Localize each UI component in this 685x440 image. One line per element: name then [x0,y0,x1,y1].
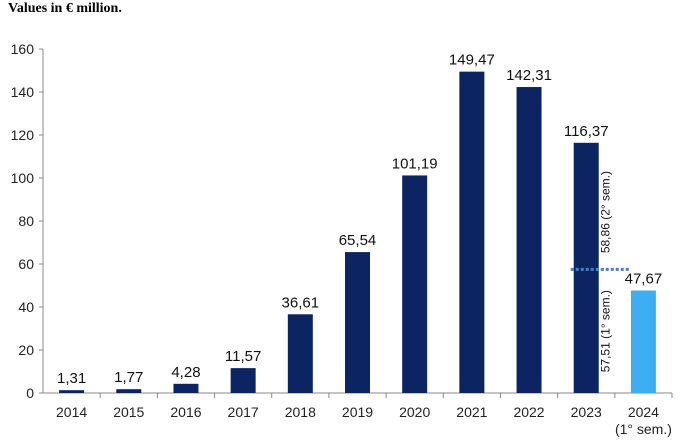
y-tick-label: 140 [11,84,35,100]
y-tick-label: 120 [11,127,35,143]
bar-2016 [173,383,199,393]
chart-title: Values in € million. [8,1,122,16]
y-tick-label: 100 [11,170,35,186]
x-tick-label: 2021 [456,404,487,420]
data-label: 65,54 [339,232,377,249]
x-tick-label: 2024 [628,404,659,420]
x-tick-label: 2016 [170,404,201,420]
x-tick-label: 2018 [285,404,316,420]
x-tick-label: 2020 [399,404,430,420]
bar-2014 [59,390,85,393]
x-tick-label: 2014 [56,404,87,420]
y-tick-label: 0 [26,385,34,401]
x-tick-label: 2017 [228,404,259,420]
y-tick-label: 80 [18,213,34,229]
bar-2022 [516,87,542,393]
x-tick-label: 2023 [571,404,602,420]
data-label: 36,61 [282,294,320,311]
bar-2018 [287,314,313,393]
x-tick-label: 2022 [513,404,544,420]
data-label: 116,37 [564,123,609,140]
y-tick-label: 160 [11,41,35,57]
data-label: 101,19 [392,155,438,172]
data-label: 47,67 [625,271,663,288]
y-tick-label: 40 [18,299,34,315]
first-half-label: 57,51 (1° sem.) [599,290,613,372]
bar-2020 [402,175,428,393]
x-tick-sublabel: (1° sem.) [615,421,672,437]
bar-2024 [630,290,656,393]
data-label: 149,47 [449,52,495,69]
data-label: 11,57 [225,348,261,365]
x-tick-label: 2019 [342,404,373,420]
y-tick-label: 60 [18,256,34,272]
bar-2019 [345,252,370,393]
x-tick-label: 2015 [113,404,144,420]
bar-2017 [230,368,256,393]
bar-2021 [459,71,485,394]
data-label: 1,31 [57,370,86,387]
data-label: 1,77 [114,369,143,386]
y-tick-label: 20 [18,342,34,358]
second-half-label: 58,86 (2° sem.) [599,171,613,253]
data-label: 142,31 [506,67,552,84]
bar-2015 [116,389,142,393]
data-label: 4,28 [171,364,200,381]
